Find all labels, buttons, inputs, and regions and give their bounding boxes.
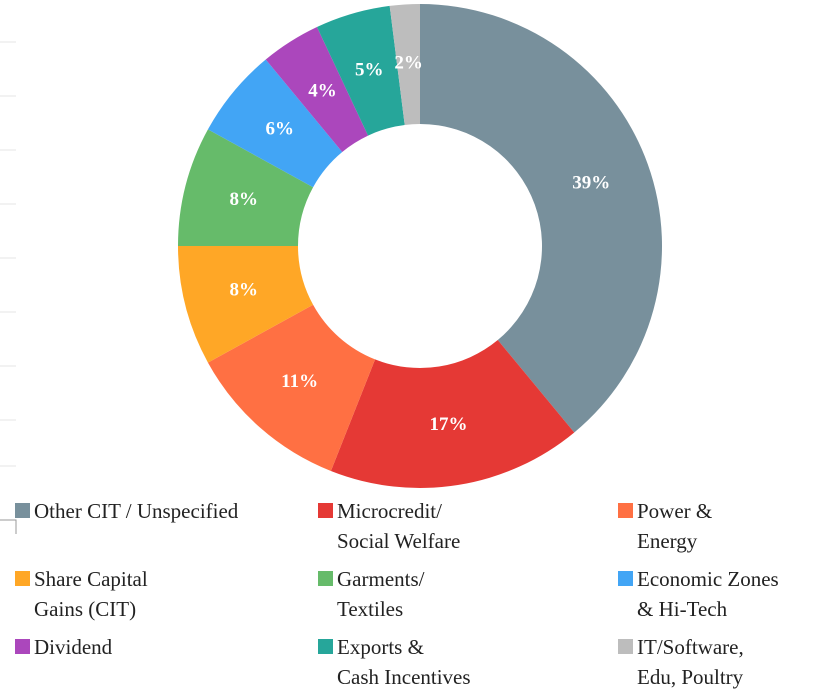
slice	[178, 246, 314, 363]
data-label: 5%	[355, 60, 384, 81]
legend-item: Microcredit/ Social Welfare	[318, 496, 460, 556]
data-label: 39%	[572, 173, 610, 194]
legend-swatch	[15, 571, 30, 586]
legend-label: Microcredit/ Social Welfare	[337, 499, 461, 553]
legend-label: Power & Energy	[637, 499, 713, 553]
slice	[265, 27, 369, 152]
decor	[0, 519, 17, 534]
legend-item: Garments/ Textiles	[318, 564, 424, 624]
donut: 39% 17% 11% 8% 8% 6% 4% 5% 2%	[178, 4, 662, 488]
data-label: 2%	[394, 53, 423, 74]
data-label: 8%	[229, 280, 258, 301]
legend-item: IT/Software, Edu, Poultry	[618, 632, 744, 692]
legend-item: Other CIT / Unspecified	[15, 496, 238, 526]
legend-label: IT/Software, Edu, Poultry	[637, 635, 744, 689]
legend-label: Share Capital Gains (CIT)	[34, 567, 148, 621]
legend-label: Dividend	[34, 635, 113, 659]
legend-swatch	[318, 639, 333, 654]
data-label: 4%	[308, 81, 337, 102]
legend-swatch	[15, 503, 30, 518]
legend-label: Other CIT / Unspecified	[34, 499, 239, 523]
legend-swatch	[318, 503, 333, 518]
legend-swatch	[618, 503, 633, 518]
legend-item: Share Capital Gains (CIT)	[15, 564, 148, 624]
legend-label: Exports & Cash Incentives	[337, 635, 471, 689]
slice	[316, 5, 405, 136]
data-label: 6%	[266, 118, 295, 139]
data-label: 11%	[281, 371, 318, 392]
data-label: 17%	[429, 414, 467, 435]
slice	[330, 340, 575, 488]
decor	[0, 41, 16, 467]
legend-swatch	[15, 639, 30, 654]
data-label: 8%	[229, 189, 258, 210]
slice	[207, 59, 343, 188]
legend-item: Economic Zones & Hi-Tech	[618, 564, 779, 624]
slice	[207, 304, 376, 472]
slice	[420, 4, 662, 433]
legend-label: Economic Zones & Hi-Tech	[637, 567, 779, 621]
legend-swatch	[618, 571, 633, 586]
legend-swatch	[318, 571, 333, 586]
legend-swatch	[618, 639, 633, 654]
legend-item: Power & Energy	[618, 496, 712, 556]
legend-item: Exports & Cash Incentives	[318, 632, 471, 692]
slice	[178, 129, 314, 246]
legend-item: Dividend	[15, 632, 112, 662]
legend-label: Garments/ Textiles	[337, 567, 425, 621]
slice	[389, 4, 420, 125]
